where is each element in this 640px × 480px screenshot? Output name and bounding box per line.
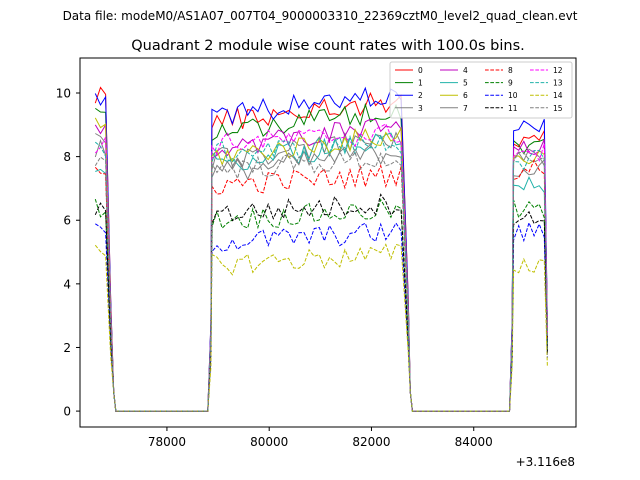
legend-label-6: 6: [463, 91, 468, 100]
legend-label-7: 7: [463, 104, 468, 113]
legend-label-8: 8: [508, 66, 513, 75]
y-tick-label: 2: [63, 341, 71, 355]
legend-label-3: 3: [418, 104, 423, 113]
series-layer: [94, 86, 548, 412]
legend-box: [389, 61, 573, 119]
y-axis: 0 2 4 6 8 10: [56, 86, 80, 419]
legend-label-2: 2: [418, 91, 423, 100]
legend-label-12: 12: [553, 66, 563, 75]
series-line-15: [94, 150, 548, 412]
x-tick-label: 82000: [352, 435, 390, 449]
y-tick-label: 10: [56, 86, 71, 100]
legend-label-13: 13: [553, 79, 563, 88]
chart-title: Quadrant 2 module wise count rates with …: [131, 38, 525, 54]
y-tick-label: 0: [63, 405, 71, 419]
legend-label-4: 4: [463, 66, 468, 75]
legend-label-9: 9: [508, 79, 513, 88]
legend-label-5: 5: [463, 79, 468, 88]
y-tick-label: 4: [63, 277, 71, 291]
legend-label-10: 10: [508, 91, 518, 100]
x-axis: 78000 80000 82000 84000: [148, 427, 493, 449]
y-tick-label: 8: [63, 150, 71, 164]
plot-area: [80, 58, 576, 427]
plot-frame: [79, 57, 577, 428]
legend-label-11: 11: [508, 104, 518, 113]
figure-suptitle: Data file: modeM0/AS1A07_007T04_90000033…: [63, 9, 578, 23]
legend-label-14: 14: [553, 91, 563, 100]
x-tick-label: 84000: [455, 435, 493, 449]
x-offset-label: +3.116e8: [516, 455, 575, 469]
legend-label-0: 0: [418, 66, 423, 75]
x-tick-label: 78000: [148, 435, 186, 449]
legend-label-1: 1: [418, 79, 423, 88]
legend-label-15: 15: [553, 104, 563, 113]
x-tick-label: 80000: [250, 435, 288, 449]
y-tick-label: 6: [63, 214, 71, 228]
